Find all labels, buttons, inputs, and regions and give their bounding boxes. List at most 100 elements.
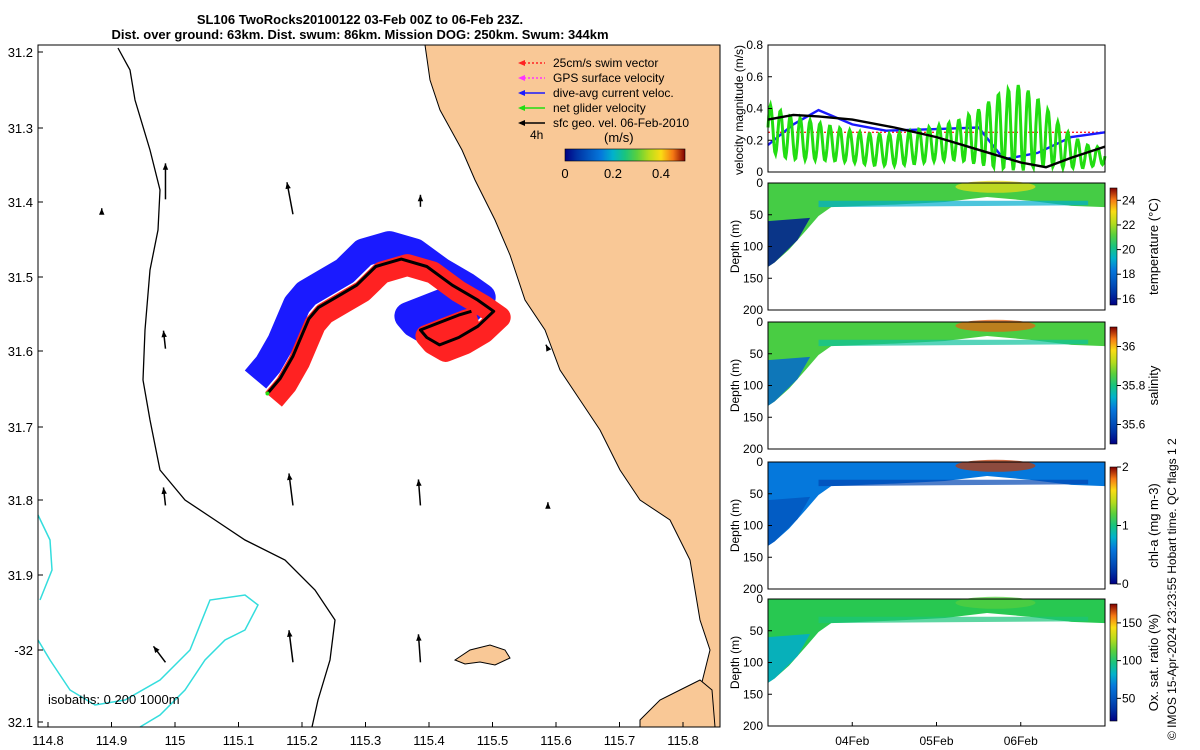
colorbar-tick-label: 150: [1122, 616, 1142, 630]
geo-velocity-arrowhead: [416, 634, 422, 641]
chl-a-mid-layer: [818, 479, 1089, 487]
figure-title-line1: SL106 TwoRocks20100122 03-Feb 00Z to 06-…: [196, 12, 524, 27]
colorbar-label: chl-a (mg m-3): [1146, 483, 1161, 568]
y-tick-label: 31.6: [8, 344, 33, 359]
geo-velocity-arrowhead: [287, 630, 293, 638]
x-tick-label: 115.5: [477, 733, 509, 748]
colorbar-tick-label: 1: [1122, 519, 1129, 533]
legend-label: net glider velocity: [553, 101, 646, 115]
y-tick-label: 31.3: [8, 121, 33, 136]
legend-label: GPS surface velocity: [553, 71, 664, 85]
depth-tick-label: 100: [743, 656, 763, 670]
colorbar-tick-label: 0.2: [604, 166, 622, 181]
depth-tick-label: 150: [743, 687, 763, 701]
x-tick-label: 115: [165, 733, 186, 748]
isobath-1000m-north: [37, 514, 53, 601]
depth-tick-label: 200: [743, 303, 763, 317]
geo-velocity-arrowhead: [99, 208, 105, 215]
colorbar-tick-label: 35.8: [1122, 379, 1146, 393]
geo-velocity-arrowhead: [161, 487, 167, 495]
depth-tick-label: 200: [743, 719, 763, 733]
garden-island: [453, 644, 511, 666]
x-tick-label: 115.2: [286, 733, 318, 748]
colorbar-tick-label: 36: [1122, 340, 1136, 354]
depth-tick-label: 100: [743, 240, 763, 254]
map-frame: [37, 44, 721, 728]
depth-tick-label: 50: [750, 347, 764, 361]
salinity-section-body: [768, 322, 1105, 406]
x-tick-label: 115.8: [667, 733, 699, 748]
temperature-section-body: [768, 183, 1105, 267]
legend-arrowhead: [518, 60, 525, 66]
x-tick-label: 115.1: [223, 733, 255, 748]
depth-tick-label: 50: [750, 624, 764, 638]
y-tick-label: 0.2: [746, 133, 763, 147]
depth-tick-label: 50: [750, 487, 764, 501]
y-axis-label: velocity magnitude (m/s): [732, 45, 746, 175]
depth-tick-label: 0: [756, 592, 763, 606]
x-tick-label: 115.7: [604, 733, 636, 748]
geo-velocity-arrowhead: [545, 502, 551, 509]
y-tick-label: 31.7: [8, 420, 33, 435]
isobath-label: isobaths: 0 200 1000m: [48, 692, 180, 707]
time-tick-label: 06Feb: [1004, 734, 1038, 748]
colorbar-tick-label: 20: [1122, 243, 1136, 257]
geo-velocity-arrowhead: [161, 330, 167, 338]
depth-tick-label: 150: [743, 271, 763, 285]
colorbar-label: salinity: [1146, 365, 1161, 405]
y-tick-label: 0.4: [746, 102, 763, 116]
x-tick-label: 114.9: [96, 733, 128, 748]
colorbar-tick-label: 18: [1122, 267, 1136, 281]
temperature-surface-patch: [955, 180, 1036, 193]
colorbar-label: Ox. sat. ratio (%): [1146, 614, 1161, 712]
depth-tick-label: 150: [743, 410, 763, 424]
legend-arrowhead: [518, 90, 525, 96]
isobath-1000m-south: [37, 594, 259, 728]
time-tick-label: 04Feb: [835, 734, 869, 748]
depth-axis-label: Depth (m): [728, 359, 742, 412]
y-tick-label: 0: [756, 165, 763, 179]
track-start-marker: [265, 391, 270, 396]
geo-velocity-arrowhead: [162, 163, 169, 170]
x-tick-label: 115.3: [350, 733, 382, 748]
legend-arrowhead: [518, 75, 525, 81]
y-tick-label: 31.8: [8, 493, 33, 508]
geo-velocity-arrowhead: [417, 194, 424, 202]
colorbar-tick-label: 100: [1122, 654, 1142, 668]
time-tick-label: 05Feb: [919, 734, 953, 748]
colorbar-tick-label: 16: [1122, 292, 1136, 306]
x-tick-label: 114.8: [32, 733, 64, 748]
depth-axis-label: Depth (m): [728, 499, 742, 552]
oxygen-mid-layer: [818, 616, 1089, 624]
colorbar-tick-label: 0: [561, 166, 568, 181]
x-tick-label: 115.4: [413, 733, 445, 748]
temperature-deep-wedge: [768, 217, 811, 267]
colorbar-tick-label: 0: [1122, 577, 1129, 591]
y-tick-label: 31.5: [8, 270, 33, 285]
geo-velocity-arrowhead: [287, 473, 293, 481]
y-tick-label: 32.1: [8, 715, 33, 730]
y-tick-label: 31.9: [8, 568, 33, 583]
depth-tick-label: 0: [756, 455, 763, 469]
arrow-scale-label: 4h: [530, 128, 543, 142]
chl-a-surface-patch: [955, 459, 1036, 472]
legend-arrowhead: [518, 105, 525, 111]
geo-velocity-arrowhead: [545, 344, 552, 352]
colorbar-tick-label: 2: [1122, 460, 1129, 474]
geo-velocity-arrowhead: [416, 479, 422, 487]
y-tick-label: 31.2: [8, 45, 33, 60]
colorbar-title: (m/s): [604, 130, 634, 145]
depth-tick-label: 200: [743, 442, 763, 456]
depth-axis-label: Depth (m): [728, 636, 742, 689]
chl-a-colorbar: [1109, 466, 1118, 585]
depth-tick-label: 0: [756, 176, 763, 190]
depth-tick-label: 100: [743, 519, 763, 533]
figure-title-line2: Dist. over ground: 63km. Dist. swum: 86k…: [111, 27, 609, 42]
chl-a-deep-wedge: [768, 496, 811, 546]
colorbar-tick-label: 24: [1122, 193, 1136, 207]
salinity-colorbar: [1109, 326, 1118, 445]
colorbar-tick-label: 35.6: [1122, 418, 1146, 432]
